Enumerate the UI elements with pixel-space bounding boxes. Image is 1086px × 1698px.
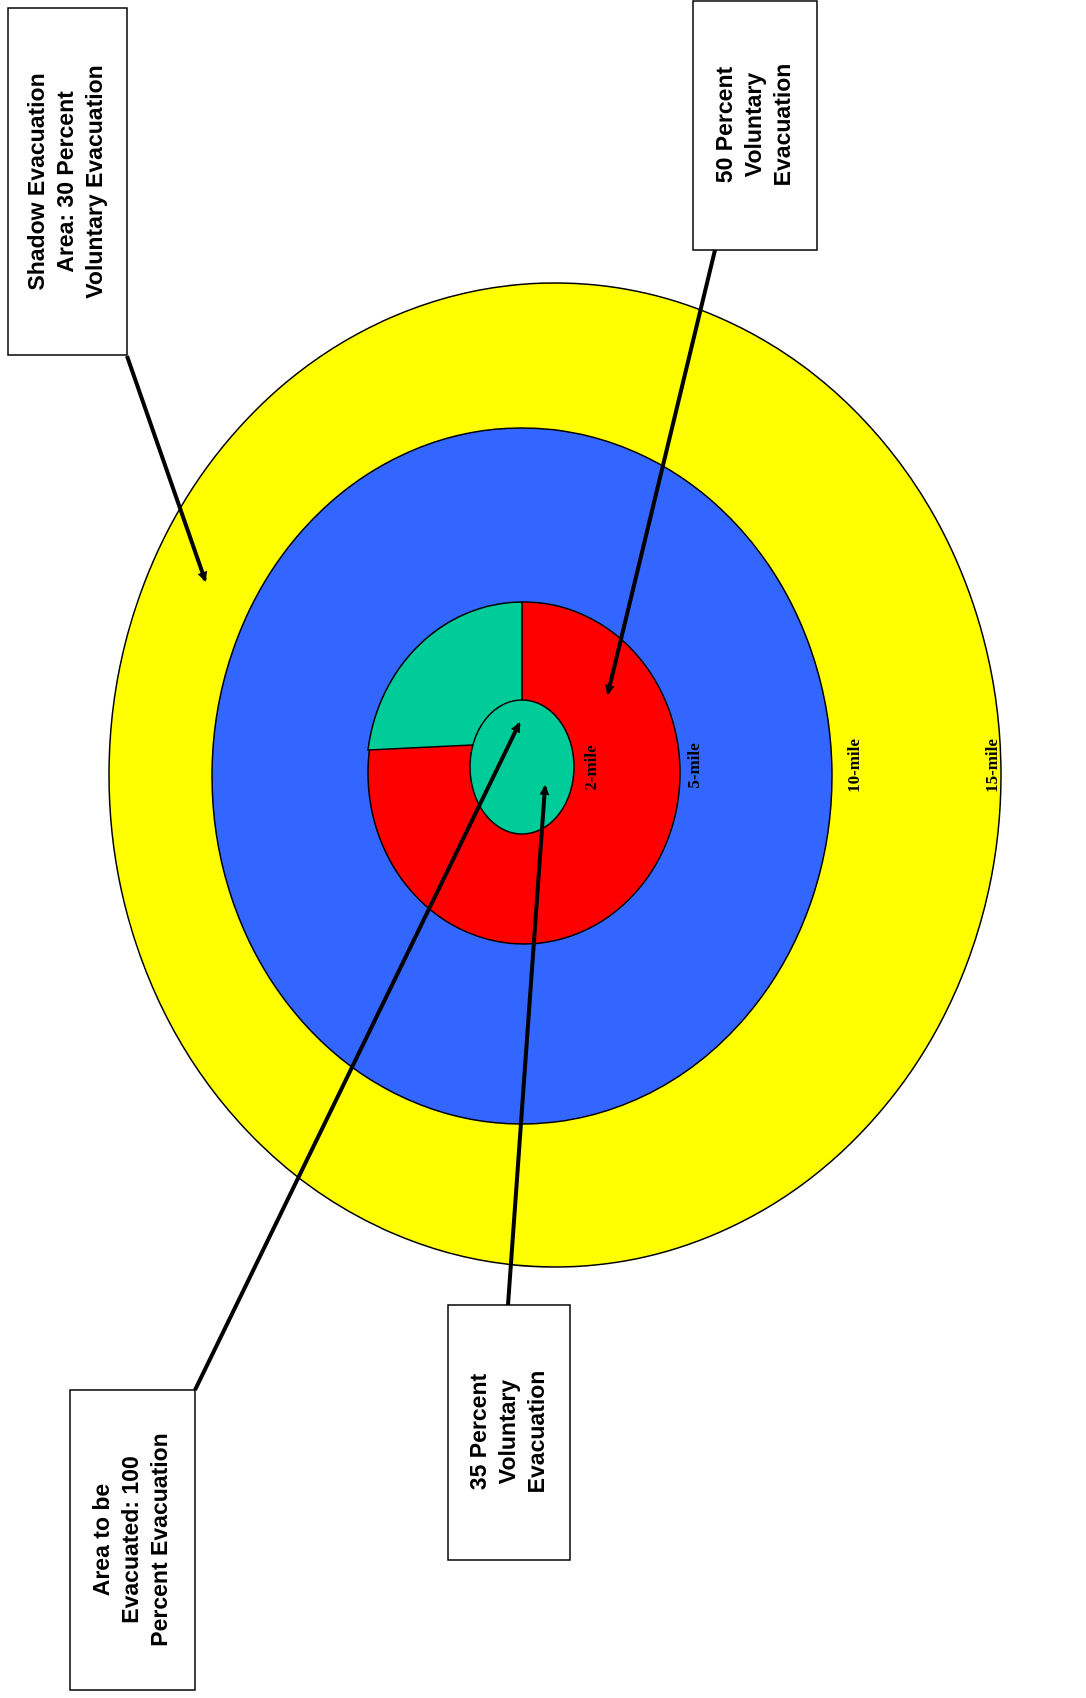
arrow (506, 785, 550, 1306)
ring-label: 5-mile (684, 743, 703, 789)
callout-line: Percent Evacuation (146, 1433, 172, 1646)
callout-box (447, 1304, 571, 1561)
callout-line: Voluntary (740, 73, 766, 178)
callout-line: Voluntary Evacuation (81, 65, 107, 298)
arrow (193, 722, 521, 1391)
callout-line: Shadow Evacuation (23, 73, 49, 290)
callout-line: 50 Percent (711, 66, 737, 183)
ring-label: 2-mile (581, 745, 600, 791)
callout-line: Area to be (88, 1484, 114, 1596)
callout-box (7, 7, 128, 356)
callout-line: Evacuation (523, 1371, 549, 1494)
sector-green (367, 601, 523, 751)
arrows (125, 249, 717, 1391)
callout-line: Evacuation (769, 64, 795, 187)
callout-line: Voluntary (494, 1380, 520, 1485)
ring-label: 10-mile (844, 739, 863, 793)
callout-line: Area: 30 Percent (52, 91, 78, 273)
callout-box (692, 0, 818, 251)
ring-label: 15-mile (982, 739, 1001, 793)
arrow (605, 249, 717, 695)
callout-box (69, 1389, 196, 1691)
callout-line: 35 Percent (465, 1373, 491, 1490)
zone-2-mile (469, 699, 575, 835)
arrow (125, 355, 208, 582)
callout-line: Evacuated: 100 (117, 1456, 143, 1623)
